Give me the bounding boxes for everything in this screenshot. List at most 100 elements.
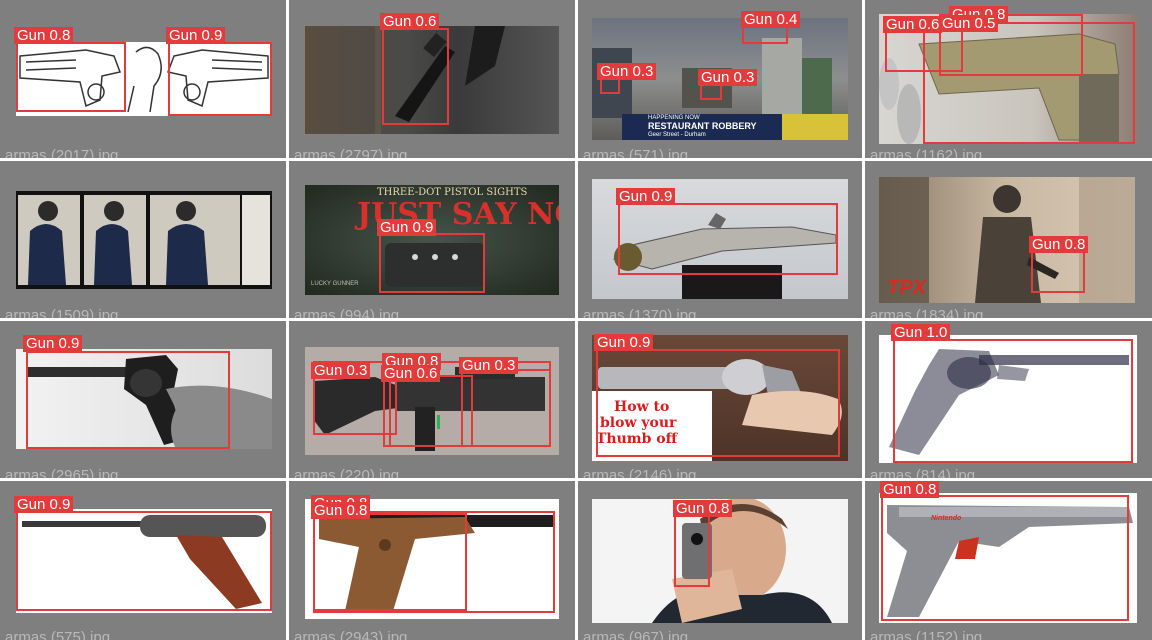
detection-box bbox=[939, 14, 1083, 76]
detection-label: Gun 0.8 bbox=[880, 481, 940, 498]
image-filename: armas (2965).jpg bbox=[5, 467, 119, 478]
meme-line-2: blow your bbox=[600, 415, 677, 431]
thumbnail-image bbox=[879, 14, 1137, 144]
image-filename: armas (2146).jpg bbox=[583, 467, 697, 478]
image-filename: armas (2017).jpg bbox=[5, 147, 119, 158]
man-aiming-photo bbox=[652, 499, 832, 623]
thumbnail-image: TPX bbox=[879, 177, 1135, 303]
image-filename: armas (571).jpg bbox=[583, 147, 689, 158]
detection-label: Gun 0.9 bbox=[594, 334, 654, 351]
result-tile[interactable]: TPX Gun 0.8 armas (1834).jpg bbox=[865, 161, 1152, 318]
result-tile[interactable]: Gun 0.8 Gun 0.3 Gun 0.6 Gun 0.3 armas (2… bbox=[289, 321, 575, 478]
detection-box bbox=[168, 42, 272, 116]
image-filename: armas (1370).jpg bbox=[583, 307, 697, 318]
detection-box bbox=[674, 513, 710, 587]
shooters-photo bbox=[18, 195, 270, 285]
revolver-photo bbox=[598, 359, 842, 435]
result-tile[interactable]: THREE-DOT PISTOL SIGHTS JUST SAY NO! LUC… bbox=[289, 161, 575, 318]
soldier-photo bbox=[879, 177, 1135, 303]
detection-box bbox=[742, 26, 788, 44]
detection-label: Gun 0.6 bbox=[883, 16, 943, 33]
detection-label: Gun 0.6 bbox=[380, 13, 440, 30]
result-tile[interactable]: Gun 0.9 armas (1370).jpg bbox=[578, 161, 862, 318]
detection-label: Gun 0.4 bbox=[741, 11, 801, 28]
banner-subtitle: THREE-DOT PISTOL SIGHTS bbox=[377, 187, 528, 198]
detection-label: Gun 0.9 bbox=[166, 27, 226, 44]
detection-box bbox=[600, 78, 620, 94]
target-pistol-photo bbox=[319, 515, 555, 611]
detection-label: Gun 0.9 bbox=[377, 219, 437, 236]
detection-box bbox=[26, 351, 230, 449]
detection-label: Gun 1.0 bbox=[891, 324, 951, 341]
result-tile[interactable]: Gun 0.6 armas (2797).jpg bbox=[289, 0, 575, 158]
meme-line-3: Thumb off bbox=[596, 431, 678, 447]
thumbnail-image bbox=[592, 499, 848, 623]
pistol-photo bbox=[375, 26, 505, 134]
image-filename: armas (1162).jpg bbox=[870, 147, 983, 158]
detection-label: Gun 0.8 bbox=[1029, 236, 1089, 253]
zapper-photo bbox=[887, 505, 1133, 617]
detection-box bbox=[16, 511, 272, 611]
result-tile[interactable]: How to blow your Thumb off Gun 0.9 armas… bbox=[578, 321, 862, 478]
detection-label: Gun 0.5 bbox=[939, 15, 999, 32]
detection-box bbox=[313, 513, 467, 611]
detection-box bbox=[618, 203, 838, 275]
detection-box bbox=[382, 28, 449, 125]
news-tag: HAPPENING NOW bbox=[648, 115, 700, 121]
result-tile[interactable]: Gun 0.8 Gun 0.9 armas (2017).jpg bbox=[0, 0, 286, 158]
detection-label: Gun 0.3 bbox=[459, 357, 519, 374]
thumbnail-image bbox=[879, 335, 1137, 463]
detection-label: Gun 0.8 bbox=[14, 27, 74, 44]
thumbnail-image: How to blow your Thumb off bbox=[592, 335, 848, 461]
result-tile[interactable]: Gun 0.8 Gun 0.8 armas (2943).jpg bbox=[289, 481, 575, 640]
pistols-drawing bbox=[19, 46, 269, 113]
result-tile[interactable]: HAPPENING NOW RESTAURANT ROBBERY Geer St… bbox=[578, 0, 862, 158]
antique-pistol-photo bbox=[612, 213, 837, 299]
thumbnail-image bbox=[305, 499, 559, 619]
result-tile[interactable]: Gun 0.9 armas (575).jpg bbox=[0, 481, 286, 640]
detection-label: Gun 0.8 bbox=[673, 500, 733, 517]
image-filename: armas (575).jpg bbox=[5, 629, 111, 640]
thumbnail-image bbox=[16, 191, 272, 289]
detection-label: Gun 0.3 bbox=[597, 63, 657, 80]
rocket-pistol-photo bbox=[22, 515, 266, 609]
news-headline: RESTAURANT ROBBERY bbox=[648, 121, 757, 131]
result-tile[interactable]: Gun 1.0 armas (814).jpg bbox=[865, 321, 1152, 478]
revolver-photo bbox=[28, 355, 272, 449]
detection-box bbox=[379, 233, 485, 293]
detection-label: Gun 0.6 bbox=[381, 365, 441, 382]
detection-box bbox=[923, 22, 1135, 144]
thumbnail-image bbox=[16, 42, 272, 116]
image-filename: armas (220).jpg bbox=[294, 467, 400, 478]
image-filename: armas (2797).jpg bbox=[294, 147, 408, 158]
result-tile[interactable]: armas (1509).jpg bbox=[0, 161, 286, 318]
detection-box bbox=[16, 42, 126, 112]
sight-photo bbox=[385, 243, 485, 287]
detection-label: Gun 0.8 bbox=[311, 502, 371, 519]
image-filename: armas (1152).jpg bbox=[870, 629, 983, 640]
brand-logo: LUCKY GUNNER bbox=[311, 281, 359, 287]
detection-box bbox=[700, 84, 722, 100]
thumbnail-image bbox=[305, 26, 559, 134]
pistol-photo bbox=[879, 33, 1120, 144]
detection-label: Gun 0.3 bbox=[698, 69, 758, 86]
image-filename: armas (967).jpg bbox=[583, 629, 689, 640]
thumbnail-image: THREE-DOT PISTOL SIGHTS JUST SAY NO! LUC… bbox=[305, 185, 559, 295]
result-tile[interactable]: Nintendo Gun 0.8 armas (1152).jpg bbox=[865, 481, 1152, 640]
news-subline: Geer Street - Durham bbox=[648, 132, 706, 138]
detection-label: Gun 0.9 bbox=[23, 335, 83, 352]
detection-label: Gun 0.9 bbox=[616, 188, 676, 205]
result-tile[interactable]: Gun 0.9 armas (2965).jpg bbox=[0, 321, 286, 478]
detection-label: Gun 0.9 bbox=[14, 496, 74, 513]
brand-logo: Nintendo bbox=[931, 515, 962, 522]
brand-logo: TPX bbox=[887, 277, 926, 299]
image-filename: armas (2943).jpg bbox=[294, 629, 408, 640]
detection-box bbox=[881, 495, 1129, 621]
image-filename: armas (994).jpg bbox=[294, 307, 400, 318]
thumbnail-image bbox=[16, 509, 272, 613]
detection-box bbox=[596, 349, 840, 457]
image-filename: armas (814).jpg bbox=[870, 467, 976, 478]
result-tile[interactable]: Gun 0.8 Gun 0.6 Gun 0.5 armas (1162).jpg bbox=[865, 0, 1152, 158]
detection-label: Gun 0.3 bbox=[311, 362, 371, 379]
result-tile[interactable]: Gun 0.8 armas (967).jpg bbox=[578, 481, 862, 640]
